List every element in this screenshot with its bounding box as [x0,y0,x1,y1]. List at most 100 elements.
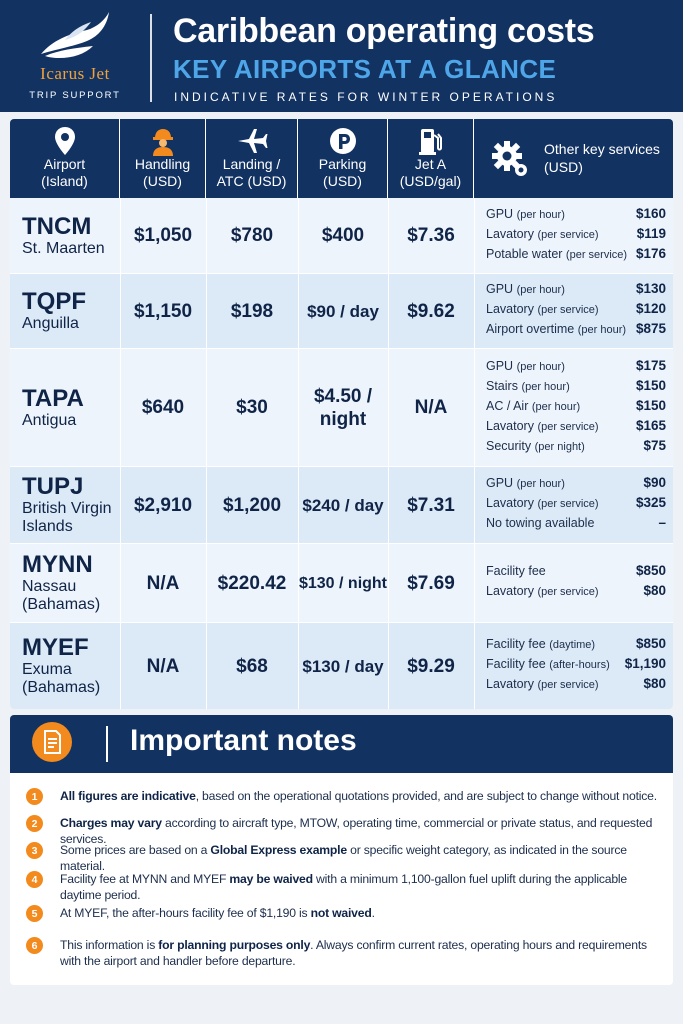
table-row: TQPF Anguilla $1,150 $198 $90 / day $9.6… [10,273,673,348]
column-divider [298,198,299,709]
landing-cost: $198 [230,300,274,322]
table-row: MYEF Exuma (Bahamas) N/A $68 $130 / day … [10,622,673,709]
landing-cost: $1,200 [222,494,282,516]
page-tagline: INDICATIVE RATES FOR WINTER OPERATIONS [174,90,558,104]
landing-cost: $220.42 [217,572,287,594]
handling-cost: $640 [141,397,185,418]
service-item: Lavatory (per service) $120 [486,301,666,316]
worker-icon [152,129,173,156]
airport-cell: TNCM St. Maarten [22,198,105,273]
page-header: Icarus Jet TRIP SUPPORT Caribbean operat… [0,0,683,112]
note-number: 6 [26,937,43,954]
note-number: 4 [26,871,43,888]
jeta-price: $9.62 [407,300,455,322]
service-item: Lavatory (per service) $80 [486,676,666,691]
note-document-icon [32,722,72,762]
airport-code: TAPA [22,384,84,412]
table-row: TUPJ British Virgin Islands $2,910 $1,20… [10,466,673,543]
handling-cost: $1,050 [133,225,193,246]
jeta-price: $7.31 [407,494,455,516]
landing-cost: $68 [236,655,268,677]
airplane-icon [237,129,267,153]
service-item: Facility fee (daytime) $850 [486,636,666,651]
services-list: Facility fee (daytime) $850 Facility fee … [486,623,666,709]
column-divider [388,198,389,709]
airport-code: TQPF [22,288,86,315]
service-item: GPU (per hour) $130 [486,281,666,296]
airport-island: (Bahamas) [22,679,101,696]
cost-table: Airport (Island) Handling (USD) Landing … [10,119,673,709]
services-list: GPU (per hour) $160 Lavatory (per service… [486,198,666,273]
service-item: Airport overtime (per hour) $875 [486,321,666,336]
service-item: GPU (per hour) $160 [486,205,666,221]
service-item: Lavatory (per service) $165 [486,417,666,433]
handling-cost: N/A [146,655,180,677]
airport-code: TNCM [22,212,92,240]
note-number: 5 [26,905,43,922]
parking-cost: $240 / day [302,495,384,515]
col-header-jeta: Jet A (USD/gal) [388,119,474,198]
notes-title: Important notes [130,724,357,757]
handling-cost: $1,150 [133,300,193,322]
parking-cost: $90 / day [307,301,379,321]
airport-cell: TAPA Antigua [22,349,84,466]
services-list: GPU (per hour) $130 Lavatory (per service… [486,274,666,348]
column-divider [120,198,121,709]
note-text: Charges may vary according to aircraft t… [60,816,653,846]
notes-header: Important notes [10,715,673,773]
note-number: 1 [26,788,43,805]
gear-icon [492,141,527,176]
airport-island: Nassau [22,578,77,595]
notes-divider [106,726,108,762]
col-header-airport: Airport (Island) [10,119,120,198]
services-list: GPU (per hour) $90 Lavatory (per service)… [486,467,666,543]
services-list: GPU (per hour) $175 Stairs (per hour) $150… [486,349,666,466]
col-header-other: Other key services (USD) [474,119,673,198]
page-subtitle: KEY AIRPORTS AT A GLANCE [173,54,557,84]
handling-cost: $2,910 [133,494,193,516]
parking-icon [329,128,356,154]
airport-cell: MYNN Nassau (Bahamas) [22,544,100,622]
brand-logo: Icarus Jet TRIP SUPPORT [10,10,140,105]
airport-island: St. Maarten [22,239,105,257]
service-item: No towing available – [486,515,666,530]
notes-section: Important notes 1 All figures are indica… [10,715,673,985]
jeta-price: $9.29 [407,655,455,677]
handling-cost: N/A [146,572,180,594]
airport-code: MYNN [22,551,93,578]
note-text: Facility fee at MYNN and MYEF may be wai… [60,872,627,902]
col-header-handling: Handling (USD) [120,119,206,198]
airport-cell: TUPJ British Virgin Islands [22,467,112,543]
airport-island: (Bahamas) [22,596,101,613]
airport-island: Anguilla [22,315,79,332]
column-divider [474,198,475,709]
table-row: TNCM St. Maarten $1,050 $780 $400 $7.36 … [10,198,673,273]
location-pin-icon [54,127,75,155]
parking-cost: $4.50 /night [313,385,373,430]
page-title: Caribbean operating costs [173,12,595,50]
wing-logo-icon [41,12,109,58]
service-item: GPU (per hour) $90 [486,475,666,490]
column-divider [206,198,207,709]
airport-cell: MYEF Exuma (Bahamas) [22,623,100,709]
brand-tagline: TRIP SUPPORT [29,90,121,101]
service-item: Lavatory (per service) $80 [486,583,666,598]
service-item: Facility fee $850 [486,563,666,578]
service-item: Lavatory (per service) $119 [486,225,666,241]
airport-island: British Virgin [22,500,112,517]
col-header-parking: Parking (USD) [298,119,388,198]
table-header: Airport (Island) Handling (USD) Landing … [10,119,673,198]
parking-cost: $130 / night [298,574,388,592]
note-text: All figures are indicative, based on the… [60,789,657,803]
airport-island: Exuma [22,661,72,678]
note-text: This information is for planning purpose… [60,938,647,968]
airport-island: Islands [22,518,73,535]
jeta-price: N/A [414,397,448,418]
brand-name: Icarus Jet [40,64,110,83]
note-number: 3 [26,842,43,859]
service-item: Security (per night) $75 [486,437,666,453]
jeta-price: $7.69 [407,572,455,594]
parking-cost: $130 / day [302,656,384,676]
service-item: Facility fee (after-hours) $1,190 [486,656,666,671]
services-list: Facility fee $850 Lavatory (per service)… [486,544,666,622]
